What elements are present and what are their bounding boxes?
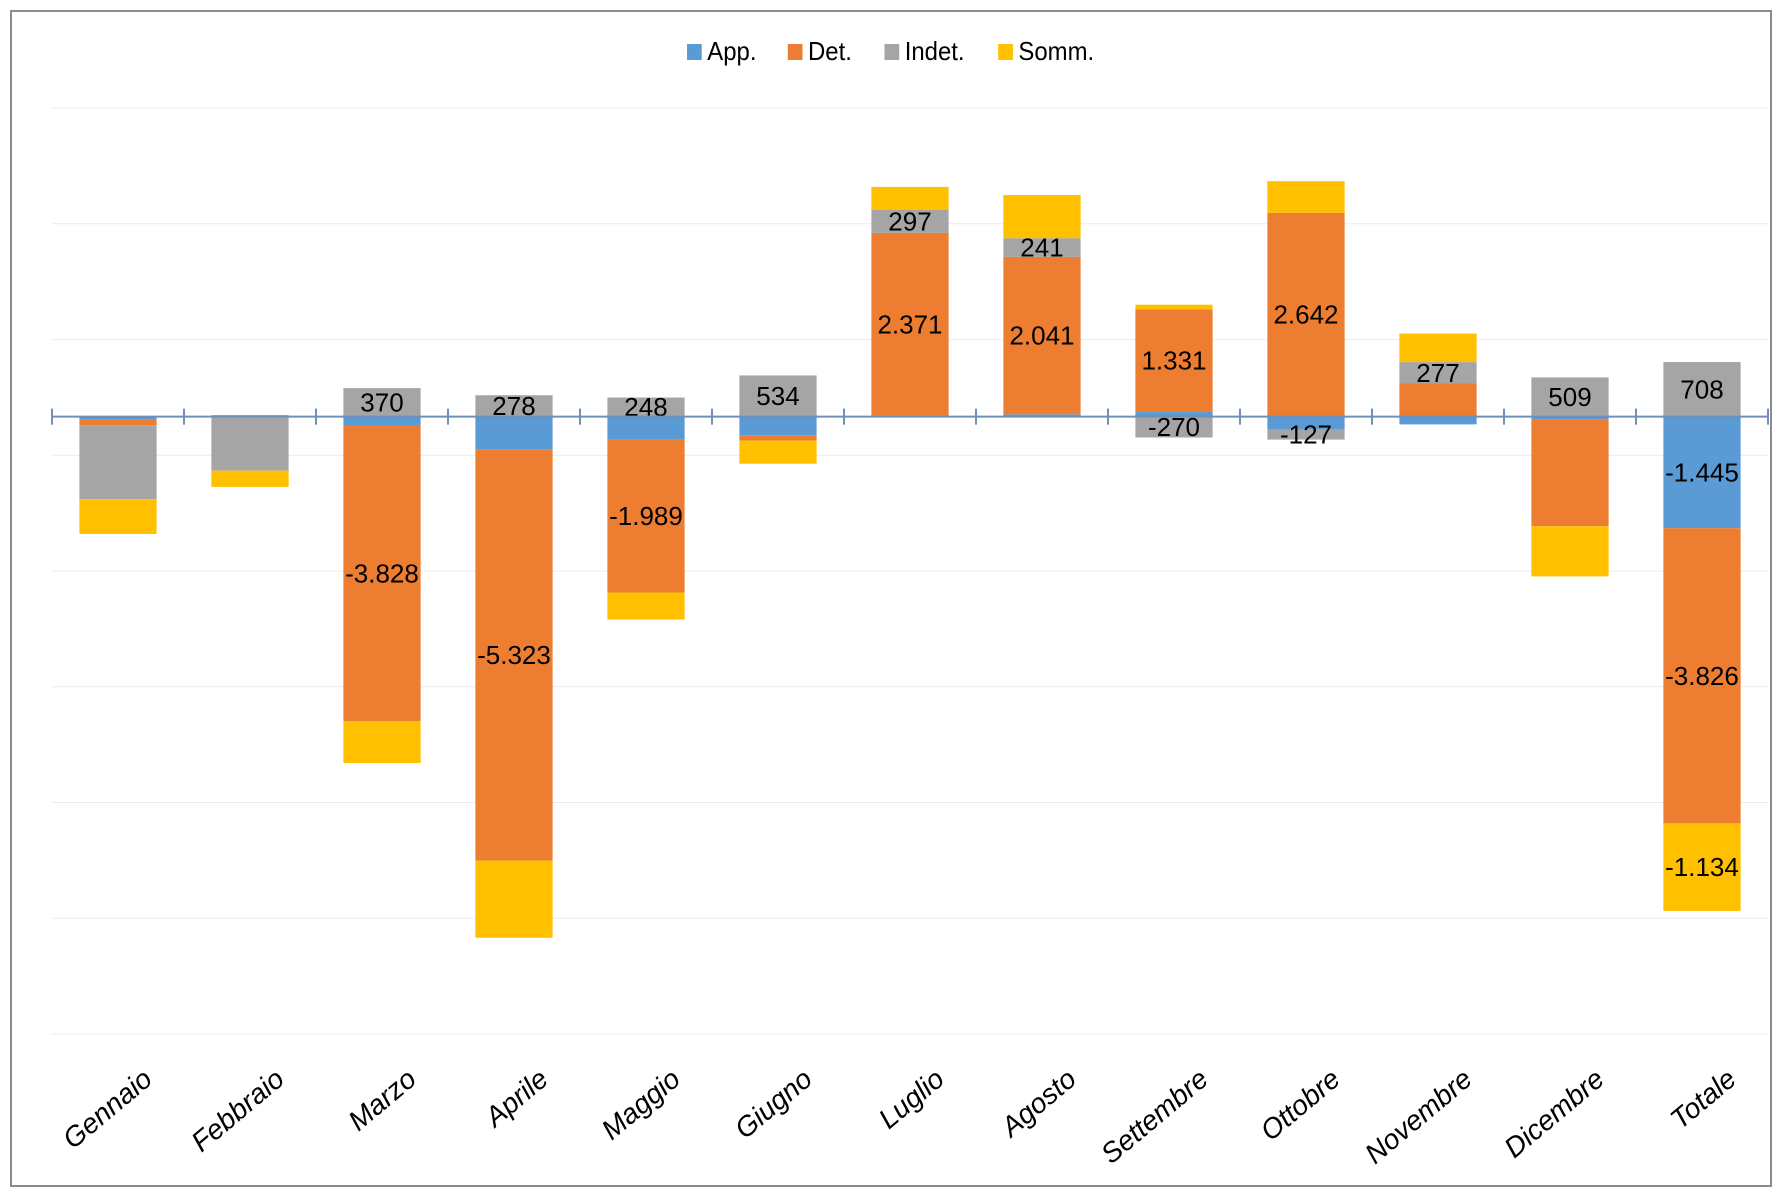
bar-segment	[1663, 528, 1741, 824]
data-label: 708	[1680, 374, 1723, 404]
bar-segment	[211, 470, 289, 487]
bar-segment	[343, 425, 421, 722]
bar-segment	[1003, 256, 1081, 415]
data-label: -1.989	[609, 501, 683, 531]
bar-segment	[871, 210, 949, 233]
bar-segment	[739, 435, 817, 441]
bar-segment	[739, 416, 817, 436]
x-tick-label: Totale	[1664, 1063, 1742, 1135]
bar-segment	[1531, 377, 1609, 417]
bar-segment	[1663, 416, 1741, 529]
data-label: -1.134	[1665, 852, 1739, 882]
bar-segment	[1135, 412, 1213, 417]
data-label: -3.826	[1665, 661, 1739, 691]
x-tick-label: Luglio	[873, 1063, 950, 1135]
bar-segment	[1267, 212, 1345, 417]
data-label: 2.642	[1273, 300, 1338, 330]
legend-swatch	[787, 43, 803, 60]
x-tick-label: Settembre	[1095, 1063, 1214, 1170]
chart-legend: App. Det. Indet. Somm.	[0, 36, 1782, 67]
bar-segment	[343, 721, 421, 763]
bar-segment	[1267, 181, 1345, 213]
legend-item: Det.	[787, 36, 853, 67]
bar-segment	[1003, 414, 1081, 417]
x-tick-label: Febbraio	[185, 1063, 290, 1158]
data-label: 2.371	[877, 309, 942, 339]
x-tick-label: Ottobre	[1254, 1063, 1345, 1147]
data-label: -127	[1280, 420, 1332, 450]
x-tick-label: Marzo	[342, 1063, 422, 1137]
bar-segment	[475, 416, 553, 450]
bar-segment	[1399, 416, 1477, 425]
data-label: 370	[360, 387, 403, 417]
bar-segment	[79, 419, 157, 426]
bar-segment	[1531, 419, 1609, 527]
bar-segment	[1267, 429, 1345, 440]
x-tick-label: Gennaio	[57, 1063, 158, 1155]
bar-segment	[871, 186, 949, 211]
bar-segment	[739, 375, 817, 417]
x-tick-label: Aprile	[478, 1063, 554, 1134]
bar-segment	[1135, 309, 1213, 413]
bar-segment	[1531, 416, 1609, 420]
bar-segment	[1399, 383, 1477, 417]
legend-item: App.	[686, 36, 757, 67]
data-label: -5.323	[477, 640, 551, 670]
bar-segment	[1399, 333, 1477, 363]
bar-segment	[1135, 416, 1213, 438]
x-tick-label: Dicembre	[1498, 1063, 1610, 1164]
bar-segment	[1663, 362, 1741, 417]
data-label: 509	[1548, 382, 1591, 412]
bar-segment	[1399, 362, 1477, 384]
bar-segment	[607, 397, 685, 417]
legend-label: Somm.	[1018, 36, 1095, 66]
x-tick-label: Agosto	[994, 1063, 1082, 1144]
bar-segment	[79, 416, 157, 420]
bar-segment	[1003, 238, 1081, 257]
bar-segment	[475, 860, 553, 938]
bar-segment	[1267, 416, 1345, 430]
data-label: -3.828	[345, 559, 419, 589]
legend-swatch	[998, 43, 1013, 60]
data-label: 297	[888, 206, 931, 236]
legend-item: Indet.	[884, 36, 964, 67]
bar-segment	[607, 592, 685, 620]
data-label: -1.445	[1665, 457, 1739, 487]
bar-segment	[211, 416, 289, 471]
legend-swatch	[884, 43, 900, 60]
legend-swatch	[686, 43, 702, 60]
data-label: 534	[756, 381, 799, 411]
bar-segment	[1003, 195, 1081, 239]
bar-segment	[1531, 526, 1609, 577]
legend-item: Somm.	[998, 36, 1094, 67]
bar-segment	[607, 416, 685, 440]
bar-segment	[871, 232, 949, 416]
x-tick-label: Giugno	[729, 1063, 818, 1145]
legend-label: Det.	[808, 36, 853, 66]
data-label: 2.041	[1009, 321, 1074, 351]
legend-label: Indet.	[904, 36, 965, 66]
bar-segment	[1663, 823, 1741, 911]
bar-segment	[1135, 304, 1213, 310]
bar-segment	[343, 416, 421, 426]
x-tick-label: Novembre	[1359, 1063, 1478, 1170]
legend-label: App.	[706, 36, 757, 66]
bar-segment	[607, 439, 685, 593]
bar-segment	[475, 449, 553, 861]
bar-segment	[475, 395, 553, 417]
data-label: 1.331	[1141, 346, 1206, 376]
bar-segment	[739, 440, 817, 464]
data-label: 277	[1416, 358, 1459, 388]
bar-segment	[79, 499, 157, 534]
bar-segment	[343, 388, 421, 417]
bar-segment	[79, 425, 157, 500]
x-tick-label: Maggio	[596, 1063, 686, 1146]
